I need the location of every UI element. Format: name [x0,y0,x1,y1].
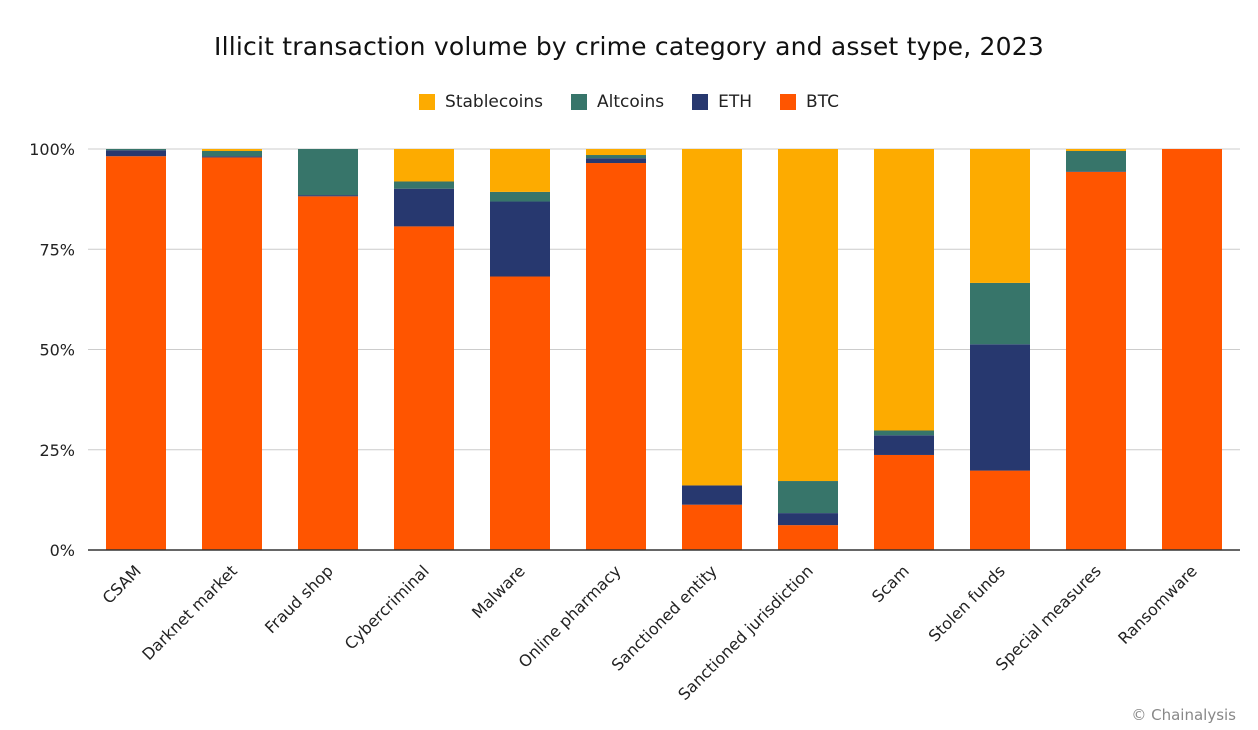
bar-segment-btc [778,525,838,550]
bar-segment-btc [490,276,550,550]
bar-segment-stablecoins [394,149,454,182]
legend-item-btc: BTC [780,92,839,112]
bar-segment-altcoins [778,481,838,514]
x-tick-label: Stolen funds [925,561,1009,645]
x-tick-label: Scam [868,561,913,606]
bar-segment-btc [298,196,358,550]
bar-segment-stablecoins [1066,149,1126,152]
bar-segment-stablecoins [874,149,934,431]
chart-legend: Stablecoins Altcoins ETH BTC [0,92,1258,112]
bar-segment-altcoins [298,149,358,196]
bar-segment-altcoins [586,155,646,159]
legend-label-altcoins: Altcoins [596,92,665,112]
bar-segment-stablecoins [586,149,646,156]
bar-segment-btc [106,156,166,550]
bar-segment-stablecoins [778,149,838,482]
bar-segment-btc [1066,171,1126,550]
bar-segment-eth [682,485,742,505]
bar-segment-eth [874,435,934,455]
legend-item-stablecoins: Stablecoins [419,92,543,112]
legend-label-btc: BTC [806,92,839,112]
x-tick-label: Malware [468,561,529,622]
bar-segment-altcoins [874,430,934,436]
legend-swatch-btc [780,94,797,110]
bar-segment-altcoins [490,191,550,202]
bar-segment-btc [394,226,454,550]
legend-item-altcoins: Altcoins [570,92,665,112]
y-tick-label: 100% [29,140,75,159]
legend-swatch-eth [692,94,709,110]
y-tick-label: 50% [39,341,75,360]
x-tick-label: Online pharmacy [515,561,625,671]
bar-segment-btc [1162,149,1222,550]
y-tick-label: 75% [39,240,75,259]
x-tick-label: Sanctioned entity [608,561,721,674]
legend-swatch-altcoins [570,94,587,110]
bar-segment-btc [682,504,742,550]
chart-title: Illicit transaction volume by crime cate… [214,32,1044,61]
bar-segment-altcoins [1066,151,1126,172]
x-tick-label: CSAM [99,561,145,607]
y-tick-label: 0% [50,541,75,560]
bar-segment-eth [490,201,550,277]
bar-segment-btc [970,470,1030,550]
x-tick-label: Ransomware [1114,561,1201,648]
bar-segment-btc [874,454,934,550]
bar-segment-btc [586,163,646,550]
bar-segment-eth [202,156,262,158]
bar-segment-eth [394,188,454,227]
chainalysis-credit: © Chainalysis [1131,706,1236,724]
bar-segment-altcoins [106,149,166,151]
bar-segment-eth [106,150,166,157]
y-tick-label: 25% [39,441,75,460]
bar-segment-btc [202,157,262,550]
bar-segment-stablecoins [682,149,742,486]
bar-segment-eth [970,344,1030,471]
legend-label-stablecoins: Stablecoins [445,92,543,112]
x-tick-label: Fraud shop [261,561,337,637]
bar-segment-altcoins [394,181,454,189]
bar-segment-stablecoins [970,149,1030,283]
bar-segment-eth [778,513,838,526]
bar-segment-eth [298,195,358,197]
x-tick-label: Special measures [992,561,1105,674]
bar-segment-altcoins [202,151,262,157]
bar-segment-stablecoins [490,149,550,192]
legend-item-eth: ETH [692,92,752,112]
legend-swatch-stablecoins [419,94,436,110]
bar-segment-stablecoins [202,149,262,152]
bar-segment-eth [586,158,646,164]
x-tick-label: Cybercriminal [341,561,433,653]
x-tick-label: Darknet market [138,561,241,664]
legend-label-eth: ETH [718,92,753,112]
bar-segment-altcoins [970,282,1030,345]
